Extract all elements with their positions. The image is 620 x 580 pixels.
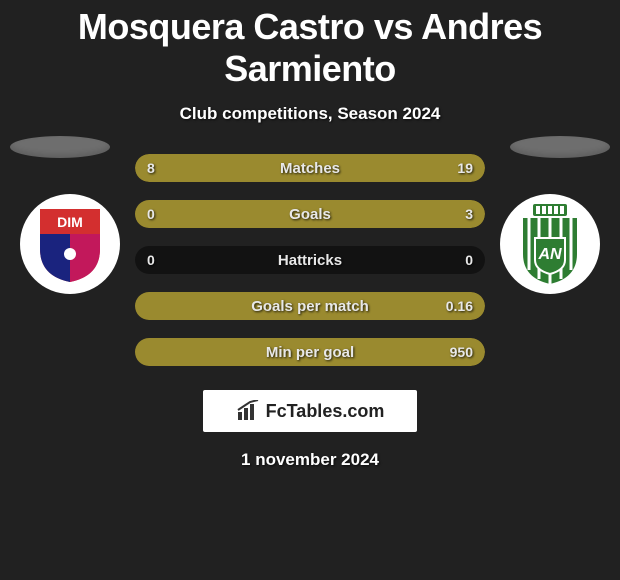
subtitle: Club competitions, Season 2024 [0, 104, 620, 124]
dim-shield-icon: DIM [35, 204, 105, 284]
left-shadow-ellipse [10, 136, 110, 158]
comparison-main: DIM AN 8Matches19 [0, 154, 620, 470]
stat-label: Min per goal [135, 344, 485, 361]
stat-value-right: 0 [465, 252, 473, 268]
fctables-logo: FcTables.com [203, 390, 417, 432]
right-team-badge: AN [500, 194, 600, 294]
stat-row: 0Hattricks0 [135, 246, 485, 274]
stat-label: Matches [135, 160, 485, 177]
chart-icon [236, 400, 262, 422]
atletico-shield-icon: AN [515, 202, 585, 286]
page-title: Mosquera Castro vs Andres Sarmiento [0, 0, 620, 90]
date-text: 1 november 2024 [0, 450, 620, 470]
right-shadow-ellipse [510, 136, 610, 158]
stat-row: 8Matches19 [135, 154, 485, 182]
logo-text: FcTables.com [266, 401, 385, 422]
stat-value-right: 950 [450, 344, 473, 360]
stat-row: Goals per match0.16 [135, 292, 485, 320]
svg-text:DIM: DIM [57, 214, 83, 230]
stat-row: Min per goal950 [135, 338, 485, 366]
right-badge-circle: AN [500, 194, 600, 294]
stats-bars: 8Matches190Goals30Hattricks0Goals per ma… [135, 154, 485, 366]
stat-label: Goals [135, 206, 485, 223]
left-badge-circle: DIM [20, 194, 120, 294]
stat-label: Hattricks [135, 252, 485, 269]
stat-value-right: 3 [465, 206, 473, 222]
stat-row: 0Goals3 [135, 200, 485, 228]
left-team-badge: DIM [20, 194, 120, 294]
svg-text:AN: AN [537, 246, 562, 263]
stat-value-right: 0.16 [446, 298, 473, 314]
stat-value-right: 19 [457, 160, 473, 176]
stat-label: Goals per match [135, 298, 485, 315]
